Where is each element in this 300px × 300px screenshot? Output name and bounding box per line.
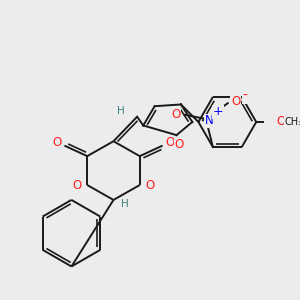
Text: O: O <box>166 136 175 149</box>
Text: N: N <box>205 114 214 127</box>
Text: -: - <box>243 89 248 103</box>
Text: O: O <box>231 95 240 108</box>
Text: H: H <box>118 106 125 116</box>
Text: O: O <box>72 178 81 191</box>
Text: H: H <box>121 199 129 209</box>
Text: +: + <box>213 106 224 118</box>
Text: CH₃: CH₃ <box>285 117 300 127</box>
Text: O: O <box>172 108 181 121</box>
Text: O: O <box>175 138 184 151</box>
Text: O: O <box>146 178 155 191</box>
Text: O: O <box>276 116 285 128</box>
Text: O: O <box>52 136 61 149</box>
